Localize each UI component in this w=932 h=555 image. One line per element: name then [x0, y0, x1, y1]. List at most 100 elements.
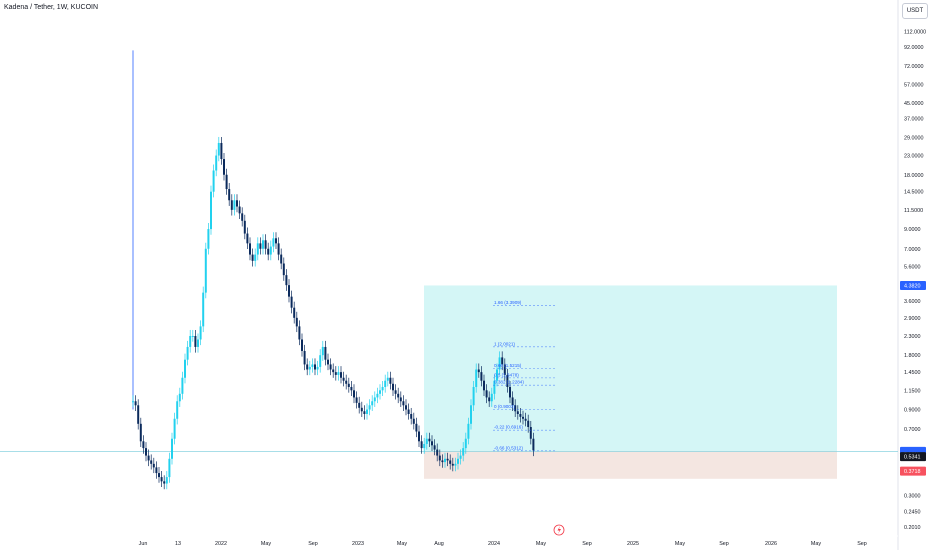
candle-body — [142, 441, 145, 449]
fibonacci-levels[interactable]: 1.66 (3.3909) 1 (2.0021) 0.66 (1.5215) 0.5 … — [493, 300, 556, 452]
candle-body — [189, 335, 192, 347]
candle-body — [363, 411, 366, 414]
candle-body — [163, 481, 166, 484]
candle-body — [475, 369, 478, 387]
candle-body — [277, 243, 280, 255]
candle-body — [428, 438, 431, 442]
candle-body — [256, 243, 259, 255]
position-tool[interactable] — [0, 285, 898, 479]
candlestick-series — [132, 50, 535, 490]
candle-body — [228, 189, 231, 201]
candle-body — [446, 458, 449, 461]
candle-body — [254, 254, 257, 261]
candle-body — [347, 383, 350, 387]
candle-body — [223, 159, 225, 175]
candle-body — [402, 401, 405, 406]
candle-body — [243, 220, 246, 234]
candle-body — [467, 423, 470, 439]
time-tick-label: Sep — [857, 541, 867, 547]
candle-body — [134, 401, 137, 406]
candle-body — [241, 213, 244, 221]
candle-body — [503, 364, 506, 375]
price-tick-label: 3.6000 — [904, 299, 921, 305]
candle-body — [529, 427, 532, 439]
candle-body — [259, 243, 262, 249]
price-badge-label: 4.3820 — [904, 283, 921, 289]
candle-body — [462, 448, 465, 456]
candle-body — [454, 463, 457, 466]
profit-zone — [424, 285, 837, 452]
price-tick-label: 57.0000 — [904, 82, 924, 88]
candle-body — [457, 458, 459, 464]
price-tick-label: 0.2010 — [904, 525, 921, 531]
candle-body — [210, 191, 212, 230]
candle-body — [194, 335, 197, 347]
candle-body — [272, 238, 275, 247]
candle-body — [519, 413, 522, 417]
lightning-icon[interactable] — [553, 524, 565, 536]
candle-body — [173, 418, 176, 439]
candle-body — [147, 455, 150, 461]
candle-body — [516, 411, 519, 414]
fib-label: 0.382 (1.2284) — [494, 380, 524, 385]
fib-label: 1.66 (3.3909) — [494, 300, 522, 305]
candle-body — [204, 248, 207, 293]
candle-body — [527, 420, 530, 428]
candle-body — [267, 248, 270, 255]
candle-body — [480, 372, 483, 381]
candle-body — [376, 393, 379, 398]
candle-body — [212, 170, 215, 192]
candle-body — [418, 431, 420, 442]
candle-body — [233, 200, 236, 210]
candle-body — [490, 393, 493, 402]
candle-body — [293, 307, 296, 318]
time-axis[interactable]: Jun 13 2022 May Sep 2023 May Aug 2024 May Sep 2025 M… — [139, 541, 867, 547]
chart-title: Kadena / Tether, 1W, KUCOIN — [4, 4, 99, 11]
candle-body — [327, 359, 329, 365]
candle-body — [340, 372, 342, 378]
candle-body — [316, 366, 319, 370]
fib-label: 0.5 (1.3478) — [494, 372, 519, 377]
time-tick-label: Sep — [308, 541, 318, 547]
time-tick-label: May — [261, 541, 271, 547]
time-tick-label: 2023 — [352, 541, 364, 547]
time-tick-label: 2026 — [765, 541, 777, 547]
candle-body — [329, 364, 332, 370]
price-tick-label: 0.9000 — [904, 408, 921, 414]
time-tick-label: 2022 — [215, 541, 227, 547]
price-tick-label: 7.0000 — [904, 247, 921, 253]
candle-body — [436, 449, 439, 456]
candle-body — [311, 364, 314, 367]
fib-label: 0 (0.9003) — [494, 404, 515, 409]
price-tick-label: 45.0000 — [904, 101, 924, 107]
candle-body — [355, 397, 358, 403]
price-tick-label: 1.1500 — [904, 388, 921, 394]
candle-body — [217, 142, 220, 156]
price-tick-label: 1.4500 — [904, 370, 921, 376]
candle-body — [132, 401, 134, 403]
price-tick-label: 29.0000 — [904, 135, 924, 141]
candle-body — [332, 369, 335, 373]
fib-label: 1 (2.0021) — [494, 341, 515, 346]
currency-button[interactable]: USDT — [902, 3, 928, 19]
candle-body — [160, 477, 163, 482]
time-tick-label: May — [397, 541, 407, 547]
candle-body — [415, 423, 418, 432]
candle-body — [262, 240, 264, 249]
candle-body — [386, 377, 389, 381]
time-tick-label: Aug — [434, 541, 444, 547]
candle-body — [451, 463, 454, 466]
price-tick-label: 37.0000 — [904, 116, 924, 122]
price-tick-label: 9.0000 — [904, 227, 921, 233]
candle-body — [425, 438, 428, 444]
candle-body — [184, 359, 186, 378]
candle-body — [384, 380, 387, 387]
price-tick-label: 1.8000 — [904, 353, 921, 359]
time-tick-label: May — [675, 541, 685, 547]
candle-body — [280, 254, 283, 264]
candle-body — [145, 448, 147, 456]
candle-body — [345, 380, 348, 384]
